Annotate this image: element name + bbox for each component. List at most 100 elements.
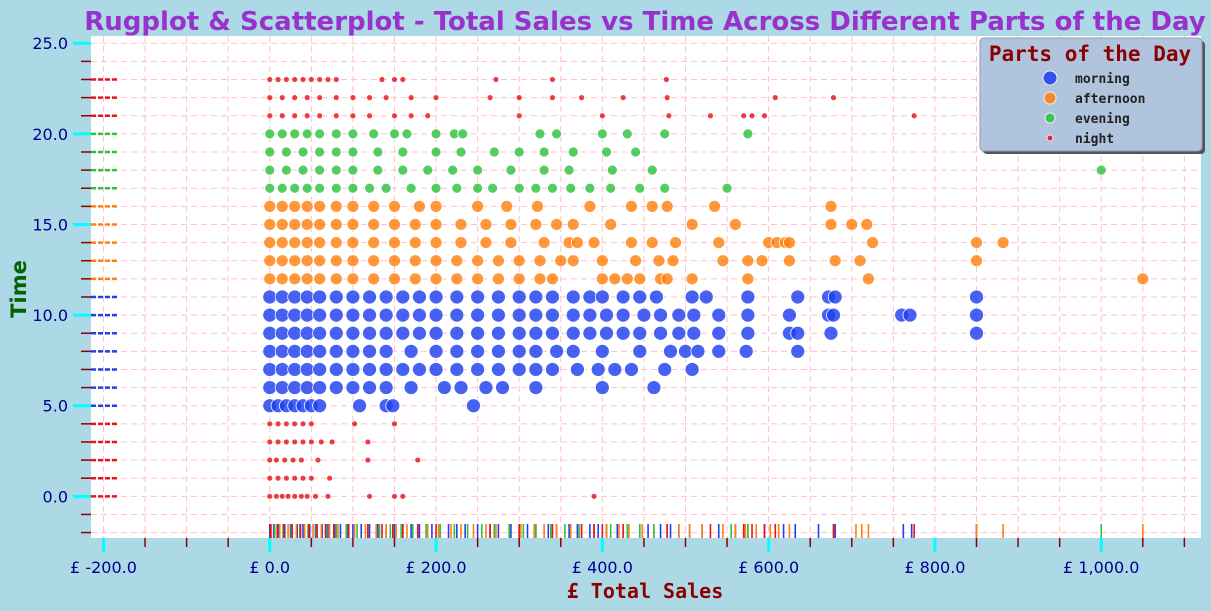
scatter-point-night [590,492,598,500]
scatter-point-afternoon [429,236,443,249]
scatter-point-afternoon [860,218,874,231]
scatter-point-evening [596,128,608,140]
y-tick-label: 25.0 [32,34,68,53]
scatter-point-evening [487,182,498,194]
scatter-point-morning [599,307,614,323]
scatter-point-afternoon [300,254,314,268]
scatter-point-night [910,112,918,120]
scatter-point-night [332,112,340,120]
scatter-point-night [297,492,305,500]
scatter-point-night [284,492,292,500]
scatter-point-morning [436,380,452,395]
scatter-point-night [266,94,274,102]
scatter-point-morning [362,289,377,305]
scatter-point-evening [567,146,579,158]
scatter-point-afternoon [346,218,360,231]
scatter-point-evening [347,182,359,194]
scatter-point-morning [478,380,494,395]
scatter-point-afternoon [429,254,443,268]
scatter-point-morning [449,362,465,377]
scatter-point-morning [345,325,361,341]
scatter-point-morning [328,325,344,341]
scatter-point-morning [262,362,278,377]
scatter-point-evening [630,146,642,158]
scatter-point-morning [299,325,315,341]
scatter-point-night [273,492,280,500]
scatter-point-morning [646,380,662,395]
scatter-point-evening [472,182,484,194]
scatter-point-night [332,94,340,102]
x-tick-label: £ 1,000.0 [1063,558,1139,577]
scatter-point-morning [969,289,984,305]
scatter-point-morning [287,289,303,305]
scatter-point-night [349,112,357,120]
scatter-point-night [289,456,297,464]
scatter-point-afternoon [728,218,742,231]
scatter-point-morning [671,325,687,341]
scatter-point-evening [634,182,646,194]
scatter-point-night [316,112,324,120]
legend-label-evening: evening [1075,112,1130,127]
scatter-point-evening [538,146,550,158]
scatter-point-afternoon [275,272,289,286]
scatter-point-afternoon [429,272,443,286]
scatter-point-night [740,112,748,120]
scatter-point-morning [511,362,527,377]
scatter-point-afternoon [625,199,638,213]
scatter-point-night [274,76,282,83]
scatter-point-afternoon [595,272,609,286]
scatter-point-morning [711,343,727,359]
scatter-point-afternoon [500,199,514,213]
scatter-point-night [307,420,315,428]
scatter-point-morning [428,343,444,359]
scatter-point-afternoon [708,199,721,213]
scatter-point-afternoon [408,272,422,286]
scatter-point-morning [328,343,344,359]
y-tick-label: 5.0 [43,397,68,416]
scatter-point-morning [615,307,631,323]
scatter-point-morning [428,325,444,341]
scatter-point-evening [397,164,409,176]
x-tick-label: £ 600.0 [738,558,799,577]
scatter-point-night [391,112,398,120]
scatter-point-morning [545,325,560,341]
scatter-point-night [407,94,415,102]
scatter-point-night [432,94,440,102]
scatter-point-night [414,456,422,464]
scatter-point-night [665,112,673,120]
scatter-point-evening [276,182,288,194]
scatter-point-afternoon [346,199,360,213]
scatter-point-afternoon [408,236,422,249]
scatter-point-night [299,420,307,428]
scatter-point-morning [545,362,560,377]
scatter-point-evening [547,182,558,194]
scatter-point-morning [632,343,648,359]
scatter-point-night [307,474,315,482]
scatter-point-night [486,94,494,102]
scatter-point-night [274,438,282,446]
scatter-point-evening [430,128,442,140]
scatter-point-morning [287,380,303,395]
legend-marker-night [1046,134,1054,142]
y-rugplot [91,78,119,498]
scatter-point-night [549,76,556,83]
scatter-point-afternoon [533,272,547,286]
legend: Parts of the Day morning afternoon evening… [979,37,1205,154]
scatter-point-morning [449,325,465,341]
scatter-point-night [307,76,315,83]
scatter-point-night [492,76,500,83]
scatter-point-night [515,94,523,102]
scatter-point-afternoon [595,254,609,268]
scatter-point-evening [301,182,313,194]
scatter-point-morning [491,343,506,359]
scatter-point-morning [312,398,328,414]
scatter-point-morning [312,289,328,305]
scatter-point-night [399,76,407,83]
scatter-point-evening [347,128,359,140]
scatter-point-morning [378,307,394,323]
scatter-point-morning [545,289,560,305]
scatter-point-evening [538,164,550,176]
scatter-point-morning [412,307,427,323]
scatter-point-morning [274,325,290,341]
scatter-point-afternoon [263,218,277,231]
